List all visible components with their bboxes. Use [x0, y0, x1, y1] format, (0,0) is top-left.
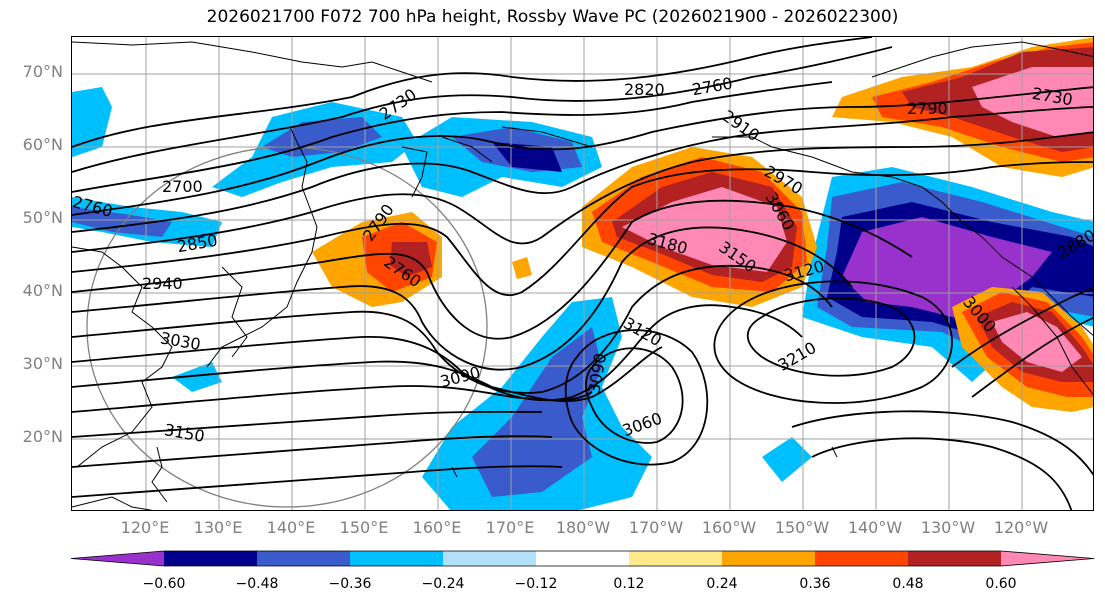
colorbar-segment: [536, 551, 630, 566]
contour-label: 3120: [620, 313, 665, 350]
colorbar-segment: [257, 551, 351, 566]
colorbar: [70, 550, 1095, 567]
lat-label: 20°N: [22, 427, 63, 446]
colorbar-tick-label: 0.60: [985, 576, 1017, 592]
lat-label: 50°N: [22, 208, 63, 227]
lat-label: 40°N: [22, 281, 63, 300]
lat-label: 70°N: [22, 62, 63, 81]
lat-label: 30°N: [22, 354, 63, 373]
colorbar-segment: [815, 551, 909, 566]
contour-label: 2940: [142, 274, 183, 293]
contour-label: 2790: [907, 99, 948, 118]
lon-label: 160°W: [701, 518, 757, 537]
lon-label: 130°E: [193, 518, 243, 537]
colorbar-segment: [164, 551, 258, 566]
colorbar-tick-label: 0.48: [892, 576, 924, 592]
lon-label: 140°W: [847, 518, 903, 537]
colorbar-tick-label: 0.36: [799, 576, 831, 592]
colorbar-high-extend: [1001, 551, 1094, 566]
colorbar-tick-label: −0.24: [421, 576, 465, 592]
lon-label: 180°W: [555, 518, 611, 537]
map-canvas: 2700 2730 2760 2820 2760 2910 2970 2790 …: [72, 37, 1093, 510]
lon-label: 150°E: [339, 518, 389, 537]
map-panel: 2700 2730 2760 2820 2760 2910 2970 2790 …: [71, 36, 1094, 511]
contour-label: 2700: [162, 177, 203, 196]
colorbar-segment: [443, 551, 537, 566]
range-ring: [86, 146, 488, 508]
lon-label: 170°E: [485, 518, 535, 537]
lon-label: 150°W: [774, 518, 830, 537]
colorbar-tick-label: −0.48: [235, 576, 279, 592]
colorbar-segment: [350, 551, 444, 566]
contour-label: 3210: [775, 338, 820, 375]
colorbar-tick-label: 0.12: [613, 576, 645, 592]
lat-label: 60°N: [22, 135, 63, 154]
height-contours: [72, 37, 1093, 510]
colorbar-low-extend: [71, 551, 164, 566]
lon-label: 170°W: [628, 518, 684, 537]
colorbar-segment: [722, 551, 816, 566]
contour-label: 3030: [159, 328, 202, 354]
contour-label: 2820: [624, 80, 665, 99]
lon-label: 120°W: [993, 518, 1049, 537]
lon-label: 120°E: [120, 518, 170, 537]
map-title: 2026021700 F072 700 hPa height, Rossby W…: [206, 7, 899, 27]
colorbar-outline: [70, 550, 1095, 567]
colorbar-tick-label: −0.36: [328, 576, 372, 592]
contour-label: 3150: [163, 420, 206, 446]
colorbar-segment: [908, 551, 1002, 566]
colorbar-tick-label: 0.24: [706, 576, 738, 592]
colorbar-tick-label: −0.60: [142, 576, 186, 592]
lon-label: 140°E: [266, 518, 316, 537]
lon-label: 160°E: [412, 518, 462, 537]
lon-label: 130°W: [920, 518, 976, 537]
colorbar-tick-label: −0.12: [514, 576, 558, 592]
colorbar-segment: [629, 551, 723, 566]
contour-label: 3060: [620, 409, 665, 441]
